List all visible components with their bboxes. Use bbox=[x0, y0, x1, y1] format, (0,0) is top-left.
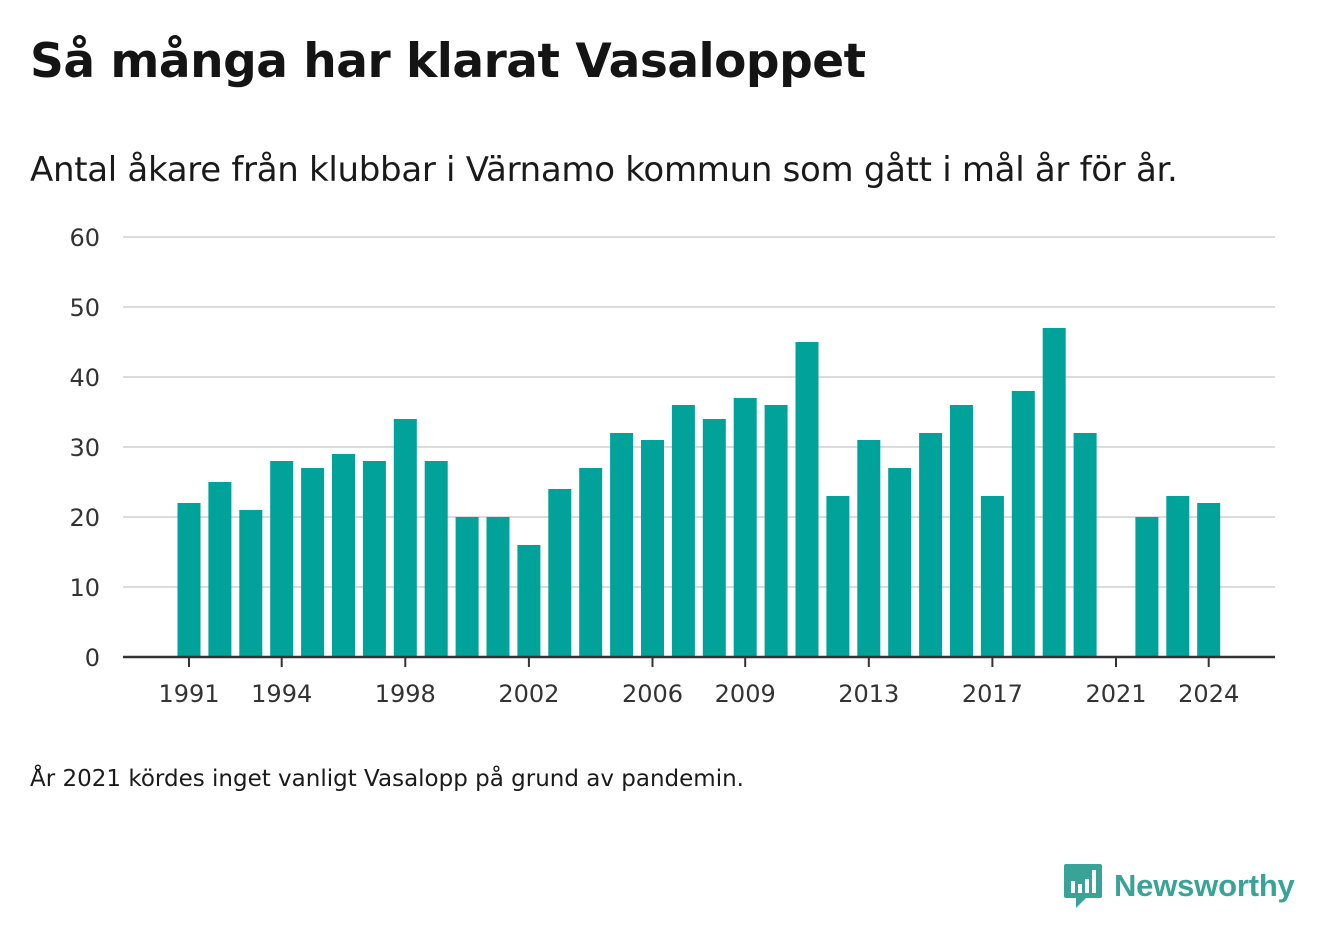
x-tick-label: 1991 bbox=[158, 680, 219, 708]
bar-2004 bbox=[579, 468, 603, 657]
bar-2002 bbox=[517, 545, 541, 657]
y-tick-label: 30 bbox=[69, 434, 100, 462]
bar-2009 bbox=[733, 398, 757, 657]
x-tick-label: 2017 bbox=[962, 680, 1023, 708]
bar-2006 bbox=[641, 440, 664, 657]
bar-2012 bbox=[826, 496, 850, 657]
brand-name: Newsworthy bbox=[1114, 868, 1295, 903]
bar-2010 bbox=[764, 405, 788, 657]
newsworthy-logo: Newsworthy bbox=[1062, 862, 1295, 910]
chart-title: Så många har klarat Vasaloppet bbox=[30, 34, 866, 89]
bars bbox=[177, 328, 1221, 657]
y-tick-label: 40 bbox=[69, 364, 100, 392]
bar-2003 bbox=[548, 489, 572, 657]
bar-1995 bbox=[301, 468, 325, 657]
bar-2001 bbox=[486, 517, 510, 657]
y-tick-label: 20 bbox=[69, 504, 100, 532]
x-axis-ticks: 1991 1994 1998 2002 2006 2009 2013 2017 2021 2024 bbox=[158, 657, 1239, 708]
bar-1993 bbox=[239, 510, 263, 657]
bar-1999 bbox=[424, 461, 448, 657]
y-tick-label: 10 bbox=[69, 574, 100, 602]
y-tick-label: 60 bbox=[69, 224, 100, 252]
bar-2014 bbox=[888, 468, 912, 657]
bar-2018 bbox=[1011, 391, 1035, 657]
bar-chart: 1991 1994 1998 2002 2006 2009 2013 2017 2021 2024… bbox=[69, 224, 1275, 708]
bar-2024 bbox=[1197, 503, 1221, 657]
x-tick-label: 2002 bbox=[498, 680, 559, 708]
bar-1994 bbox=[270, 461, 294, 657]
bar-1991 bbox=[177, 503, 201, 657]
y-tick-label: 0 bbox=[85, 644, 100, 672]
x-tick-label: 2021 bbox=[1085, 680, 1146, 708]
bar-2019 bbox=[1042, 328, 1066, 657]
bar-2022 bbox=[1135, 517, 1159, 657]
bar-2005 bbox=[610, 433, 634, 657]
bar-2008 bbox=[702, 419, 726, 657]
x-tick-label: 2009 bbox=[715, 680, 776, 708]
bar-2023 bbox=[1166, 496, 1190, 657]
chart-subtitle: Antal åkare från klubbar i Värnamo kommu… bbox=[30, 150, 1178, 190]
x-tick-label: 1994 bbox=[251, 680, 312, 708]
bar-2011 bbox=[795, 342, 819, 657]
bar-2000 bbox=[455, 517, 479, 657]
bar-2007 bbox=[671, 405, 695, 657]
x-tick-label: 1998 bbox=[375, 680, 436, 708]
bar-1996 bbox=[332, 454, 355, 657]
bar-1997 bbox=[362, 461, 386, 657]
footnote: År 2021 kördes inget vanligt Vasalopp på… bbox=[30, 766, 744, 792]
y-axis-labels: 0 10 20 30 40 50 60 bbox=[69, 224, 100, 672]
x-tick-label: 2013 bbox=[838, 680, 899, 708]
bar-2015 bbox=[919, 433, 943, 657]
x-tick-label: 2006 bbox=[622, 680, 683, 708]
bar-1998 bbox=[393, 419, 417, 657]
bar-2020 bbox=[1073, 433, 1097, 657]
y-tick-label: 50 bbox=[69, 294, 100, 322]
x-tick-label: 2024 bbox=[1178, 680, 1239, 708]
newsworthy-chart-icon bbox=[1064, 864, 1102, 908]
bar-1992 bbox=[208, 482, 232, 657]
bar-2016 bbox=[950, 405, 973, 657]
bar-2017 bbox=[980, 496, 1004, 657]
gridlines bbox=[123, 236, 1275, 588]
bar-2013 bbox=[857, 440, 881, 657]
